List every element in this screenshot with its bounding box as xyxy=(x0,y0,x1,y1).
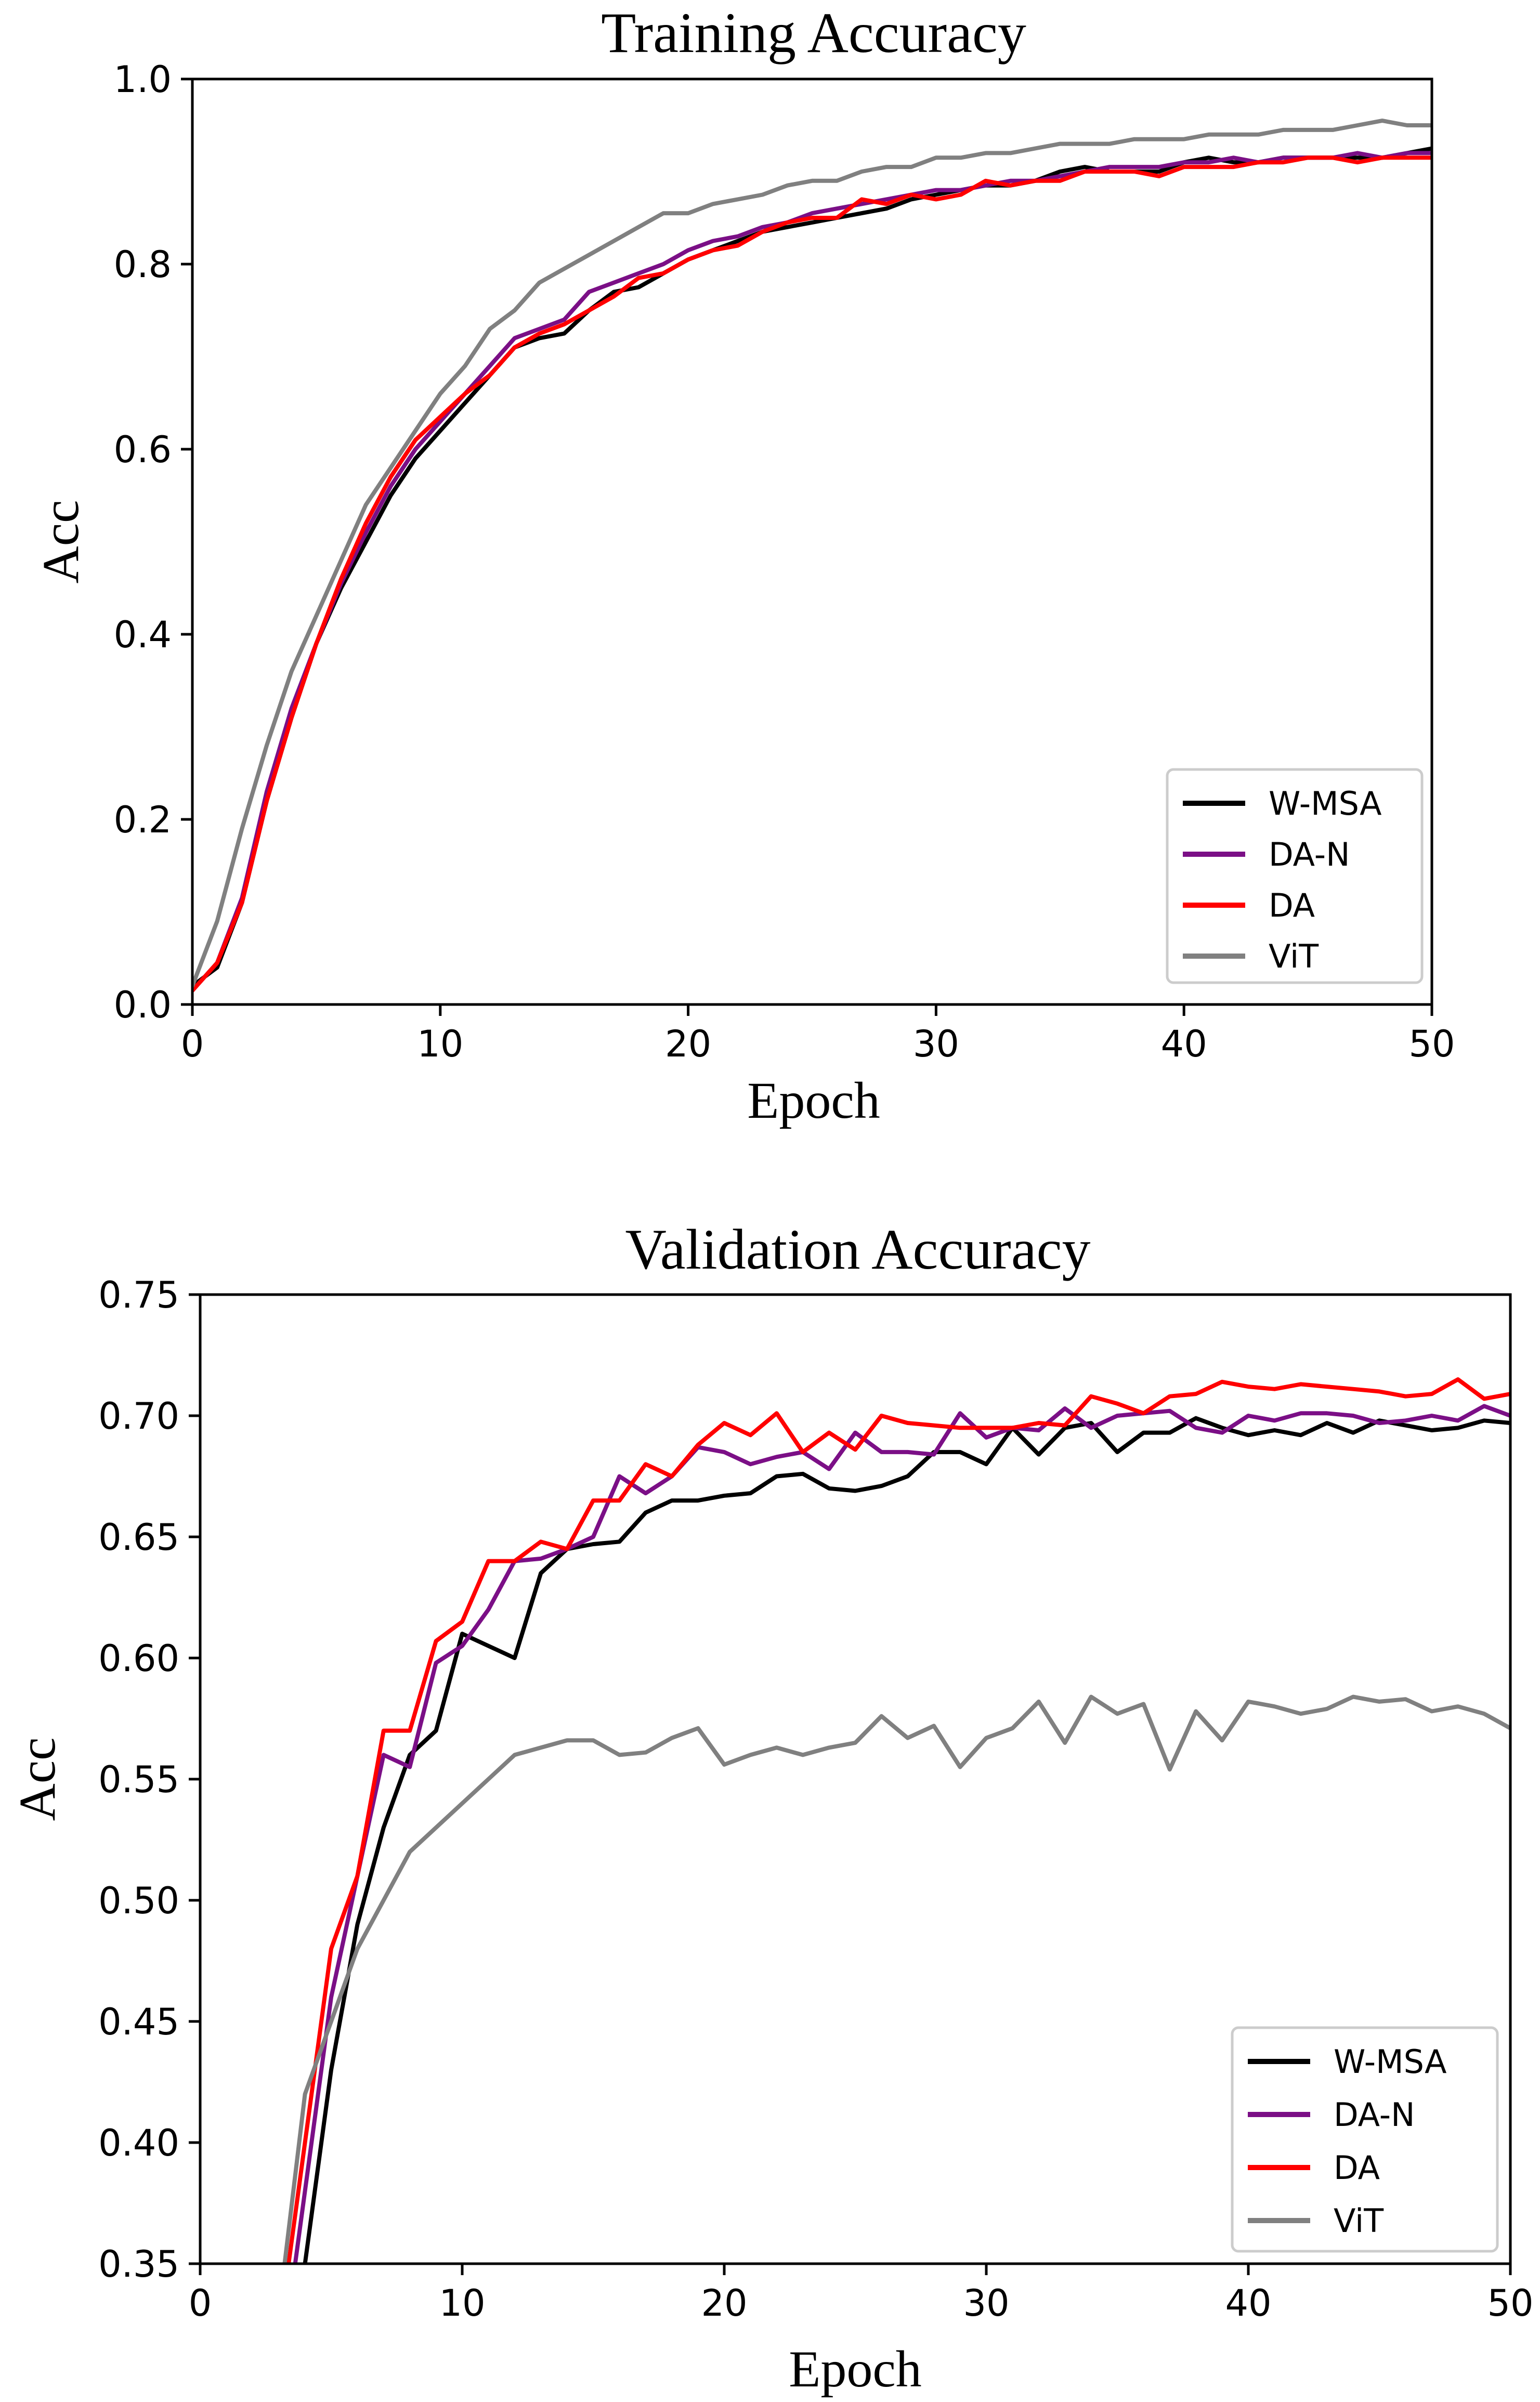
legend-box xyxy=(1231,2026,1499,2253)
plot-frame xyxy=(191,77,1433,1006)
x-tick-label: 20 xyxy=(665,1023,711,1065)
y-tick-label: 0.75 xyxy=(98,1274,179,1316)
x-axis-label: Epoch xyxy=(747,1072,880,1129)
x-tick-label: 40 xyxy=(1161,1023,1207,1065)
series-line-da xyxy=(286,1377,1510,2264)
legend-label: DA xyxy=(1269,886,1315,924)
y-tick-label: 0.2 xyxy=(114,799,172,841)
validation-accuracy-chart: Validation Accuracy 0 10 20 30 40 50 0.35 0.40… xyxy=(8,1218,1534,2398)
y-tick-label: 0.0 xyxy=(114,984,172,1026)
y-tick-label: 0.35 xyxy=(98,2243,179,2286)
plot-frame xyxy=(199,1293,1512,2265)
y-axis-ticks: 0.35 0.40 0.45 0.50 0.55 0.60 0.65 0.70 0.75 xyxy=(98,1274,200,2286)
x-tick-label: 50 xyxy=(1487,2282,1533,2325)
legend: W-MSA DA-N DA ViT xyxy=(1231,2026,1499,2253)
y-tick-label: 0.50 xyxy=(98,1879,179,1922)
x-tick-label: 10 xyxy=(417,1023,463,1065)
x-tick-label: 10 xyxy=(439,2282,485,2325)
series-line-vit xyxy=(192,119,1432,988)
y-tick-label: 0.65 xyxy=(98,1516,179,1559)
x-tick-label: 50 xyxy=(1408,1023,1455,1065)
legend-label: W-MSA xyxy=(1269,785,1382,823)
training-accuracy-chart: Training Accuracy 0 10 20 30 40 50 0.00.20.40… xyxy=(32,1,1455,1129)
y-tick-label: 0.60 xyxy=(98,1637,179,1680)
legend-label: ViT xyxy=(1334,2202,1384,2240)
x-tick-label: 40 xyxy=(1225,2282,1271,2325)
y-axis-label: Acc xyxy=(32,500,89,584)
x-tick-label: 30 xyxy=(913,1023,959,1065)
legend-label: DA-N xyxy=(1334,2096,1415,2134)
chart-title: Training Accuracy xyxy=(601,1,1026,64)
legend-label: W-MSA xyxy=(1334,2043,1447,2081)
legend: W-MSA DA-N DA ViT xyxy=(1166,768,1424,984)
x-tick-label: 0 xyxy=(181,1023,204,1065)
series-lines xyxy=(192,119,1432,993)
x-axis-ticks: 0 10 20 30 40 50 xyxy=(181,1004,1455,1065)
y-tick-label: 1.0 xyxy=(114,58,172,101)
chart-title: Validation Accuracy xyxy=(625,1218,1091,1281)
series-line-da-n xyxy=(293,1404,1510,2264)
legend-label: DA xyxy=(1334,2149,1380,2187)
x-axis-label: Epoch xyxy=(789,2340,921,2398)
series-line-da-n xyxy=(192,151,1432,993)
series-line-vit xyxy=(282,1694,1510,2264)
y-axis-ticks: 0.0 0.2 0.4 0.6 0.8 1.0 xyxy=(114,58,192,1026)
series-lines xyxy=(282,1377,1510,2264)
legend-box xyxy=(1166,768,1424,984)
legend-label: ViT xyxy=(1269,937,1319,975)
x-axis-ticks: 0 10 20 30 40 50 xyxy=(189,2264,1534,2325)
x-tick-label: 20 xyxy=(701,2282,747,2325)
series-line-da xyxy=(192,155,1432,993)
series-line-w-msa xyxy=(303,1416,1510,2264)
y-tick-label: 0.8 xyxy=(114,243,172,286)
x-tick-label: 30 xyxy=(963,2282,1009,2325)
y-tick-label: 0.70 xyxy=(98,1395,179,1438)
y-tick-label: 0.6 xyxy=(114,428,172,471)
x-tick-label: 0 xyxy=(189,2282,212,2325)
y-tick-label: 0.45 xyxy=(98,2001,179,2043)
y-tick-label: 0.4 xyxy=(114,613,172,656)
legend-label: DA-N xyxy=(1269,836,1350,873)
y-tick-label: 0.40 xyxy=(98,2122,179,2164)
y-axis-label: Acc xyxy=(8,1738,66,1821)
y-tick-label: 0.55 xyxy=(98,1758,179,1801)
